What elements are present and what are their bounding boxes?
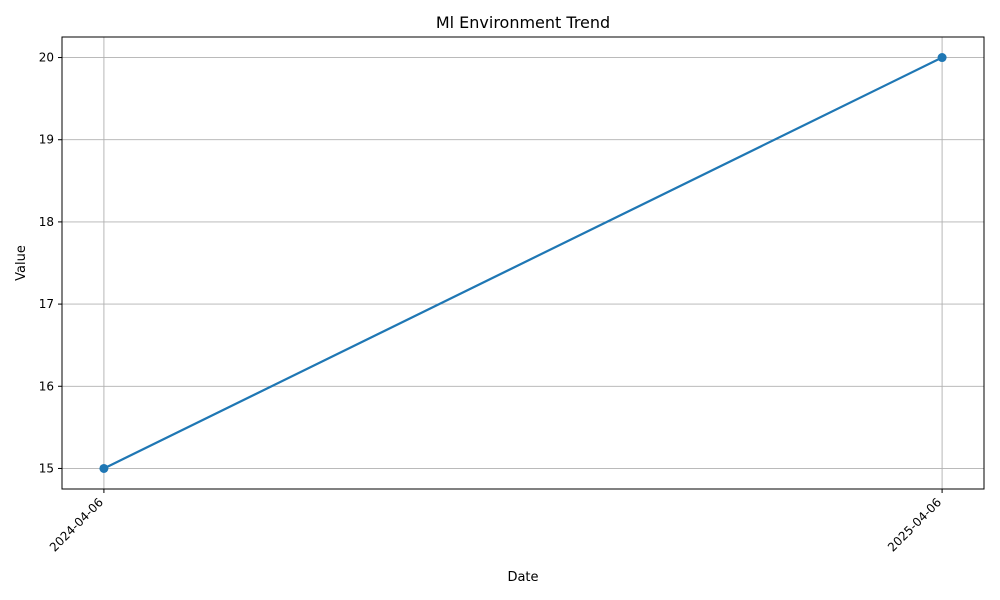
y-tick-label: 19 — [39, 133, 54, 147]
plot-frame — [61, 36, 985, 490]
x-tick-label: 2024-04-06 — [47, 495, 106, 554]
y-axis-label: Value — [14, 245, 29, 281]
series-line — [102, 56, 944, 470]
y-axis: 15 16 17 18 19 20 — [39, 51, 62, 475]
grid — [62, 37, 984, 489]
y-tick-label: 16 — [39, 379, 54, 393]
data-point — [99, 463, 109, 473]
y-tick-label: 20 — [39, 51, 54, 65]
y-tick-label: 18 — [39, 215, 54, 229]
chart-title: Ml Environment Trend — [436, 13, 610, 32]
data-point — [937, 53, 947, 63]
x-axis: 2024-04-06 2025-04-06 — [47, 489, 944, 554]
y-tick-label: 15 — [39, 461, 54, 475]
y-tick-label: 17 — [39, 297, 54, 311]
series — [99, 53, 947, 473]
x-tick-label: 2025-04-06 — [885, 495, 944, 554]
x-axis-label: Date — [507, 570, 538, 585]
